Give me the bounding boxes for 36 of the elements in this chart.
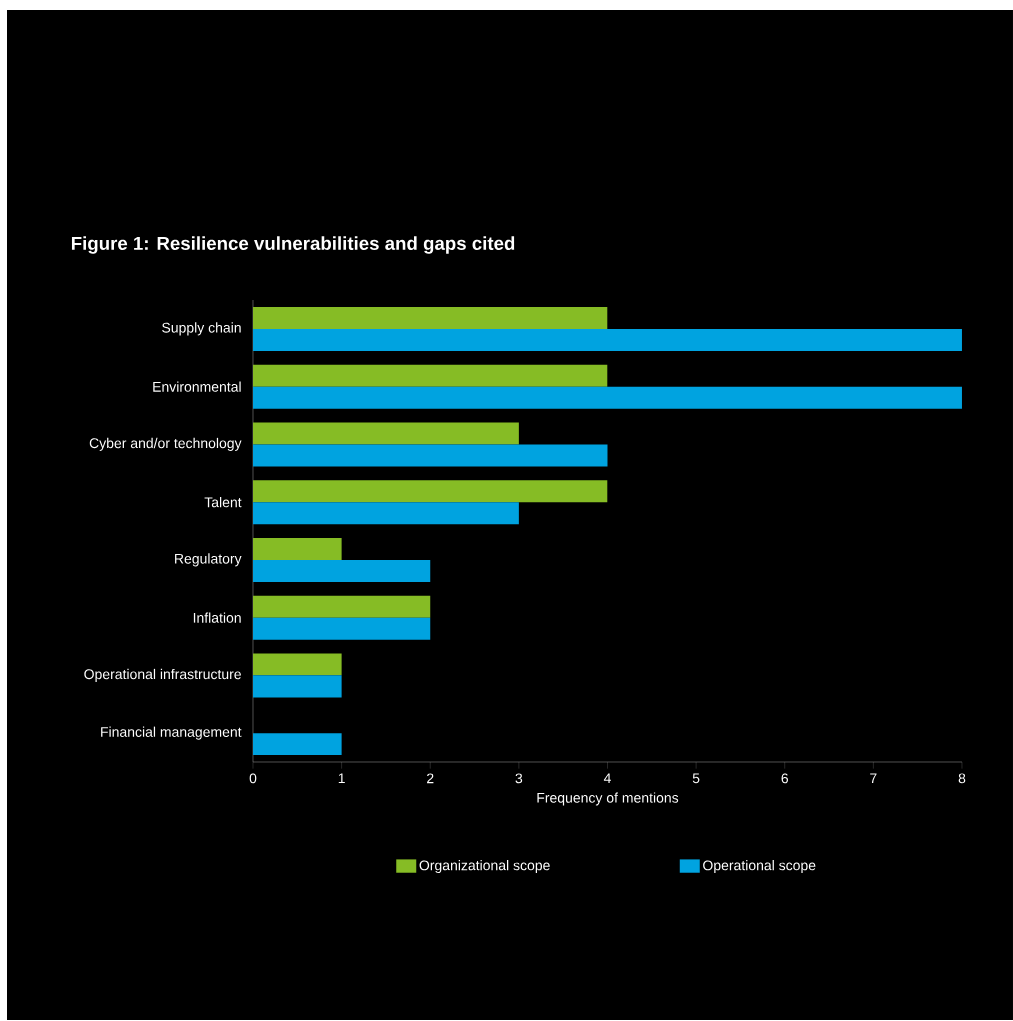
y-tick-label: Talent [204,496,242,508]
y-tick-label: Regulatory [175,553,242,567]
bar [253,502,519,525]
bar [253,306,608,329]
x-tick-label: 0 [249,773,257,784]
x-tick-label: 4 [603,773,611,784]
bar [253,480,608,503]
bar [253,559,431,582]
bar [253,386,962,409]
y-tick-label: Inflation [193,612,241,623]
x-tick-label: 1 [338,773,345,784]
legend-label: Organizational scope [419,860,550,874]
y-tick-label: Environmental [153,381,241,392]
chart-title: Figure 1: Resilience vulnerabilities and gaps cited [71,236,515,254]
bar [253,537,342,560]
x-tick-label: 3 [515,773,523,784]
x-tick-label: 2 [427,773,434,784]
bar [253,444,608,467]
bar [253,617,431,640]
x-tick-label: 6 [781,773,789,784]
bar [253,364,608,387]
bar [253,733,342,756]
legend-label: Operational scope [703,860,816,874]
x-tick-label: 5 [692,773,700,784]
y-tick-label: Cyber and/or technology [89,437,242,451]
bar [253,422,519,445]
y-tick-label: Supply chain [162,322,241,336]
x-axis-title: Frequency of mentions [537,792,679,806]
x-tick-label: 8 [958,773,966,784]
y-tick-label: Operational infrastructure [84,668,241,682]
bar [253,675,342,698]
x-tick-label: 7 [870,773,877,784]
bar [253,653,342,676]
bar [253,328,962,351]
bar [253,595,431,618]
y-tick-label: Financial management [101,726,242,740]
